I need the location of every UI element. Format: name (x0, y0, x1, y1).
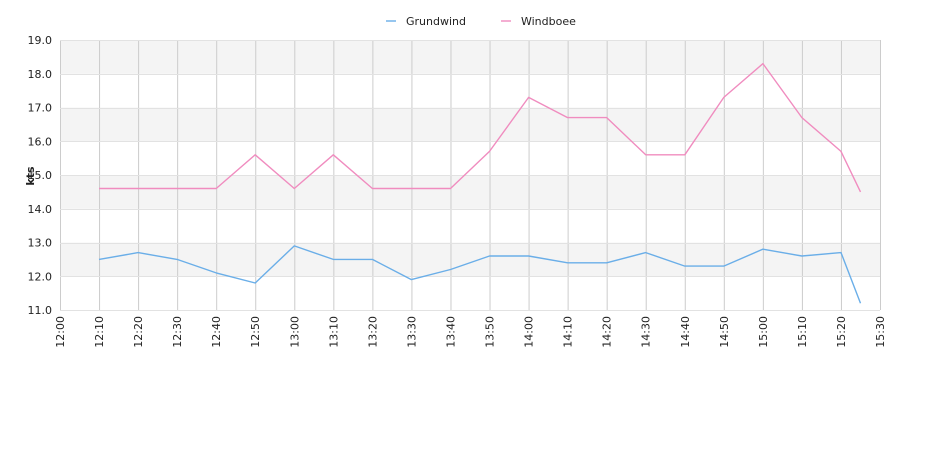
x-tick-label: 13:30 (405, 316, 418, 348)
y-tick-label: 17.0 (28, 102, 53, 115)
x-tick-label: 13:10 (327, 316, 340, 348)
x-tick-label: 14:30 (640, 316, 653, 348)
y-axis-label: kts (24, 166, 37, 186)
y-tick-label: 19.0 (28, 34, 53, 47)
y-tick-label: 13.0 (28, 237, 53, 250)
plot-band (60, 107, 880, 142)
x-tick-label: 15:00 (757, 316, 770, 348)
series-line-windboee (99, 62, 862, 193)
plot-band (60, 175, 880, 209)
x-tick-label: 12:20 (132, 316, 145, 348)
grid-lines (60, 40, 881, 311)
x-tick-label: 14:40 (679, 316, 692, 348)
plot-band (60, 40, 880, 74)
plot-band (60, 242, 880, 277)
x-tick-label: 14:00 (523, 316, 536, 348)
y-axis: 11.0 12.0 13.0 14.0 15.0 16.0 17.0 18.0 19.0 (28, 34, 53, 317)
x-tick-label: 12:50 (249, 316, 262, 348)
y-tick-label: 15.0 (28, 169, 53, 182)
y-tick-label: 12.0 (28, 270, 53, 283)
legend-item[interactable]: Grundwind (386, 15, 466, 28)
legend-item[interactable]: Windboee (500, 15, 576, 28)
legend-label: Windboee (521, 15, 576, 28)
series-lines (98, 62, 862, 304)
x-tick-label: 13:50 (484, 316, 497, 348)
series-line-grundwind (98, 245, 862, 304)
x-tick-label: 12:10 (93, 316, 106, 348)
x-tick-label: 15:10 (796, 316, 809, 348)
x-tick-label: 13:00 (288, 316, 301, 348)
x-tick-label: 14:10 (562, 316, 575, 348)
y-tick-label: 18.0 (28, 68, 53, 81)
x-tick-label: 13:20 (366, 316, 379, 348)
x-tick-label: 14:50 (718, 316, 731, 348)
x-tick-label: 12:40 (210, 316, 223, 348)
y-tick-label: 14.0 (28, 203, 53, 216)
y-tick-label: 11.0 (28, 304, 53, 317)
y-tick-label: 16.0 (28, 135, 53, 148)
legend-label: Grundwind (406, 15, 466, 28)
x-tick-label: 12:30 (171, 316, 184, 348)
plot-band (60, 73, 880, 108)
legend[interactable]: Grundwind Windboee (386, 15, 576, 28)
plot-band (60, 276, 880, 310)
x-tick-label: 13:40 (444, 316, 457, 348)
x-tick-label: 12:00 (54, 316, 67, 348)
x-tick-label: 14:20 (601, 316, 614, 348)
plot-band (60, 208, 880, 243)
x-tick-label: 15:20 (835, 316, 848, 348)
x-tick-label: 15:30 (874, 316, 887, 348)
x-axis: 12:00 12:10 12:20 12:30 12:40 12:50 13:00 13:10… (54, 316, 887, 348)
